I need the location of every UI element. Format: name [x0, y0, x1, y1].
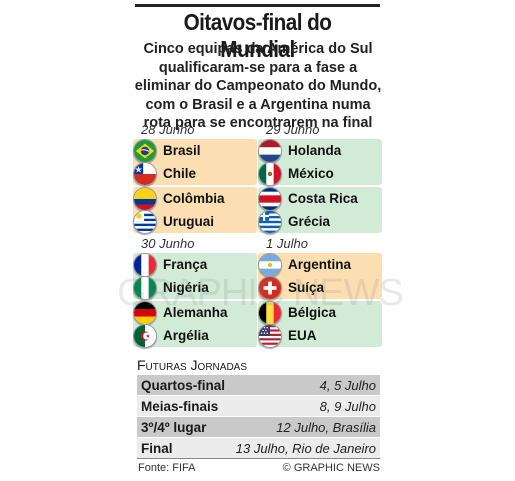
team-name: EUA: [288, 328, 317, 343]
team-suica: Suíça: [258, 275, 325, 300]
top-rule: [135, 4, 380, 7]
date-label-28-june: 28 Junho: [141, 122, 195, 137]
team-argentina: Argentina: [258, 252, 352, 277]
team-name: Bélgica: [288, 305, 337, 320]
schedule-stage: Meias-finais: [141, 398, 219, 414]
costa-rica-flag-icon: [258, 186, 282, 211]
nigeria-flag-icon: [133, 275, 157, 300]
germany-flag-icon: [133, 300, 157, 325]
subtitle-line: Cinco equipas da América do Sul: [143, 41, 373, 57]
team-uruguai: Uruguai: [133, 209, 215, 234]
schedule-date: 13 Julho, Rio de Janeiro: [235, 440, 376, 456]
schedule-stage: Quartos-final: [141, 377, 226, 393]
schedule-heading-text: Futuras Jornadas: [137, 357, 248, 373]
mexico-flag-icon: [258, 161, 282, 186]
subtitle: Cinco equipas da América do Sul qualific…: [133, 40, 383, 133]
brazil-flag-icon: [133, 138, 157, 163]
team-name: México: [288, 166, 334, 181]
greece-flag-icon: [258, 209, 282, 234]
team-costa-rica: Costa Rica: [258, 186, 358, 211]
schedule-row: Final 13 Julho, Rio de Janeiro: [137, 438, 380, 458]
subtitle-line: eliminar do Campeonato do Mundo,: [134, 78, 382, 94]
team-holanda: Holanda: [258, 138, 342, 163]
team-name: Chile: [163, 166, 197, 181]
schedule-heading: Futuras Jornadas: [137, 357, 247, 373]
netherlands-flag-icon: [258, 138, 282, 163]
team-eua: EUA: [258, 323, 317, 348]
team-mexico: México: [258, 161, 334, 186]
team-name: Costa Rica: [288, 191, 358, 206]
team-name: Argélia: [163, 328, 209, 343]
team-argelia: Argélia: [133, 323, 209, 348]
chile-flag-icon: [133, 161, 157, 186]
date-label-1-july: 1 Julho: [266, 236, 308, 251]
team-brasil: Brasil: [133, 138, 201, 163]
team-name: Brasil: [163, 143, 201, 158]
usa-flag-icon: [258, 323, 282, 348]
team-name: França: [163, 257, 208, 272]
schedule-row: Quartos-final 4, 5 Julho: [137, 375, 380, 395]
team-grecia: Grécia: [258, 209, 331, 234]
switzerland-flag-icon: [258, 275, 282, 300]
team-alemanha: Alemanha: [133, 300, 228, 325]
argentina-flag-icon: [258, 252, 282, 277]
subtitle-line: qualificaram-se para a fase a: [158, 59, 358, 76]
belgium-flag-icon: [258, 300, 282, 325]
schedule-date: 4, 5 Julho: [319, 377, 376, 393]
team-chile: Chile: [133, 161, 197, 186]
subtitle-line: com o Brasil e a Argentina numa: [145, 96, 371, 113]
team-name: Nigéria: [163, 280, 209, 295]
date-label-29-june: 29 Junho: [266, 122, 320, 137]
subtitle-line: rota para se encontrarem na final: [143, 115, 373, 131]
team-belgica: Bélgica: [258, 300, 337, 325]
team-name: Alemanha: [163, 305, 228, 320]
schedule-row: 3º/4º lugar 12 Julho, Brasília: [137, 417, 380, 437]
page-title: Oitavos-final do Mundial: [183, 9, 332, 62]
team-name: Colômbia: [163, 191, 225, 206]
schedule-row: Meias-finais 8, 9 Julho: [137, 396, 380, 416]
source-credit: Fonte: FIFA: [138, 462, 196, 474]
algeria-flag-icon: [133, 323, 157, 348]
schedule-date: 12 Julho, Brasília: [276, 419, 376, 435]
schedule-date: 8, 9 Julho: [319, 398, 376, 414]
uruguay-flag-icon: [133, 209, 157, 234]
team-nigeria: Nigéria: [133, 275, 209, 300]
copyright-credit: © GRAPHIC NEWS: [282, 462, 380, 474]
team-name: Suíça: [288, 280, 325, 295]
team-colombia: Colômbia: [133, 186, 225, 211]
team-name: Uruguai: [163, 214, 215, 229]
colombia-flag-icon: [133, 186, 157, 211]
team-name: Grécia: [288, 214, 331, 229]
team-name: Argentina: [288, 257, 352, 272]
team-franca: França: [133, 252, 208, 277]
schedule-stage: 3º/4º lugar: [141, 419, 207, 435]
schedule-stage: Final: [141, 440, 173, 456]
footer-divider: [137, 458, 380, 459]
france-flag-icon: [133, 252, 157, 277]
team-name: Holanda: [288, 143, 342, 158]
date-label-30-june: 30 Junho: [141, 236, 195, 251]
